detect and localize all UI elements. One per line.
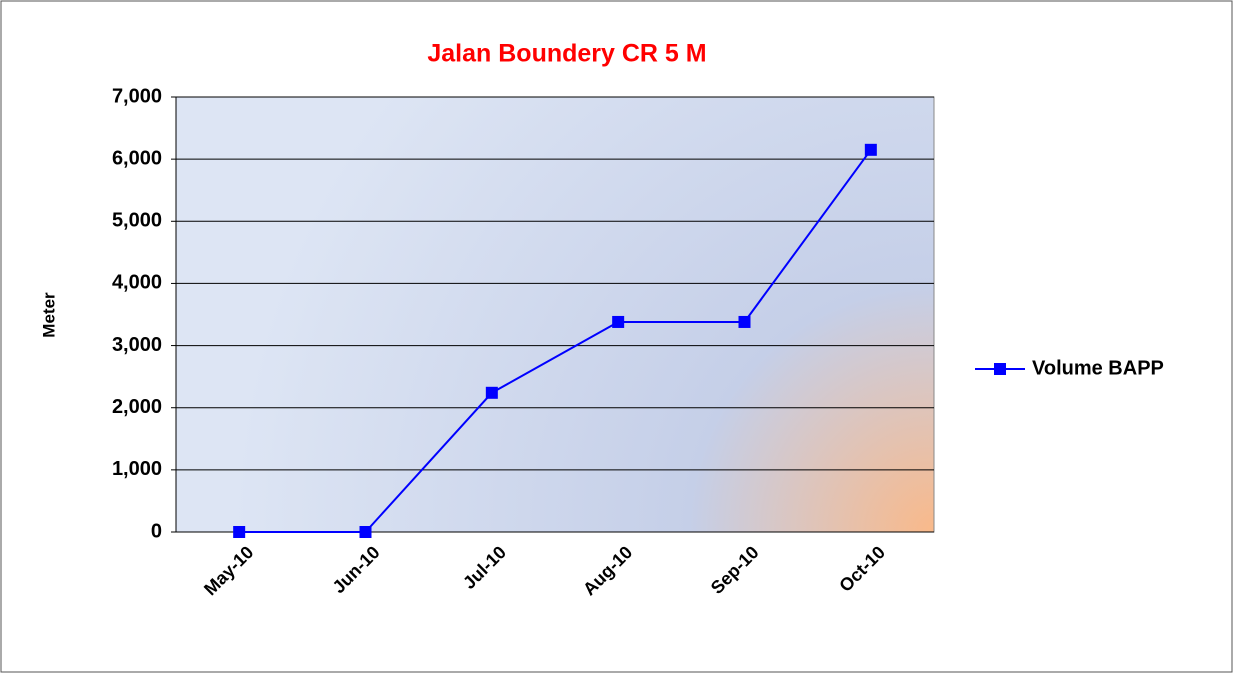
point	[359, 526, 372, 538]
point	[485, 386, 498, 399]
legend-marker	[994, 363, 1006, 375]
y-tick-label: 6,000	[112, 147, 162, 169]
point	[864, 143, 877, 156]
y-tick-label: 2,000	[112, 396, 162, 418]
y-tick-label: 3,000	[112, 334, 162, 356]
point	[612, 315, 625, 328]
point	[738, 315, 751, 328]
y-tick-label: 0	[151, 520, 162, 542]
series-line	[239, 149, 872, 533]
plot-area	[175, 96, 935, 533]
y-tick-label: 5,000	[112, 210, 162, 232]
chart-title: Jalan Boundery CR 5 M	[427, 40, 706, 68]
y-tick-label: 7,000	[112, 85, 162, 107]
y-tick-label: 4,000	[112, 272, 162, 294]
legend-label: Volume BAPP	[1032, 357, 1164, 379]
y-tick-label: 1,000	[112, 458, 162, 480]
y-axis-label: Meter	[39, 292, 58, 338]
point	[233, 526, 246, 538]
